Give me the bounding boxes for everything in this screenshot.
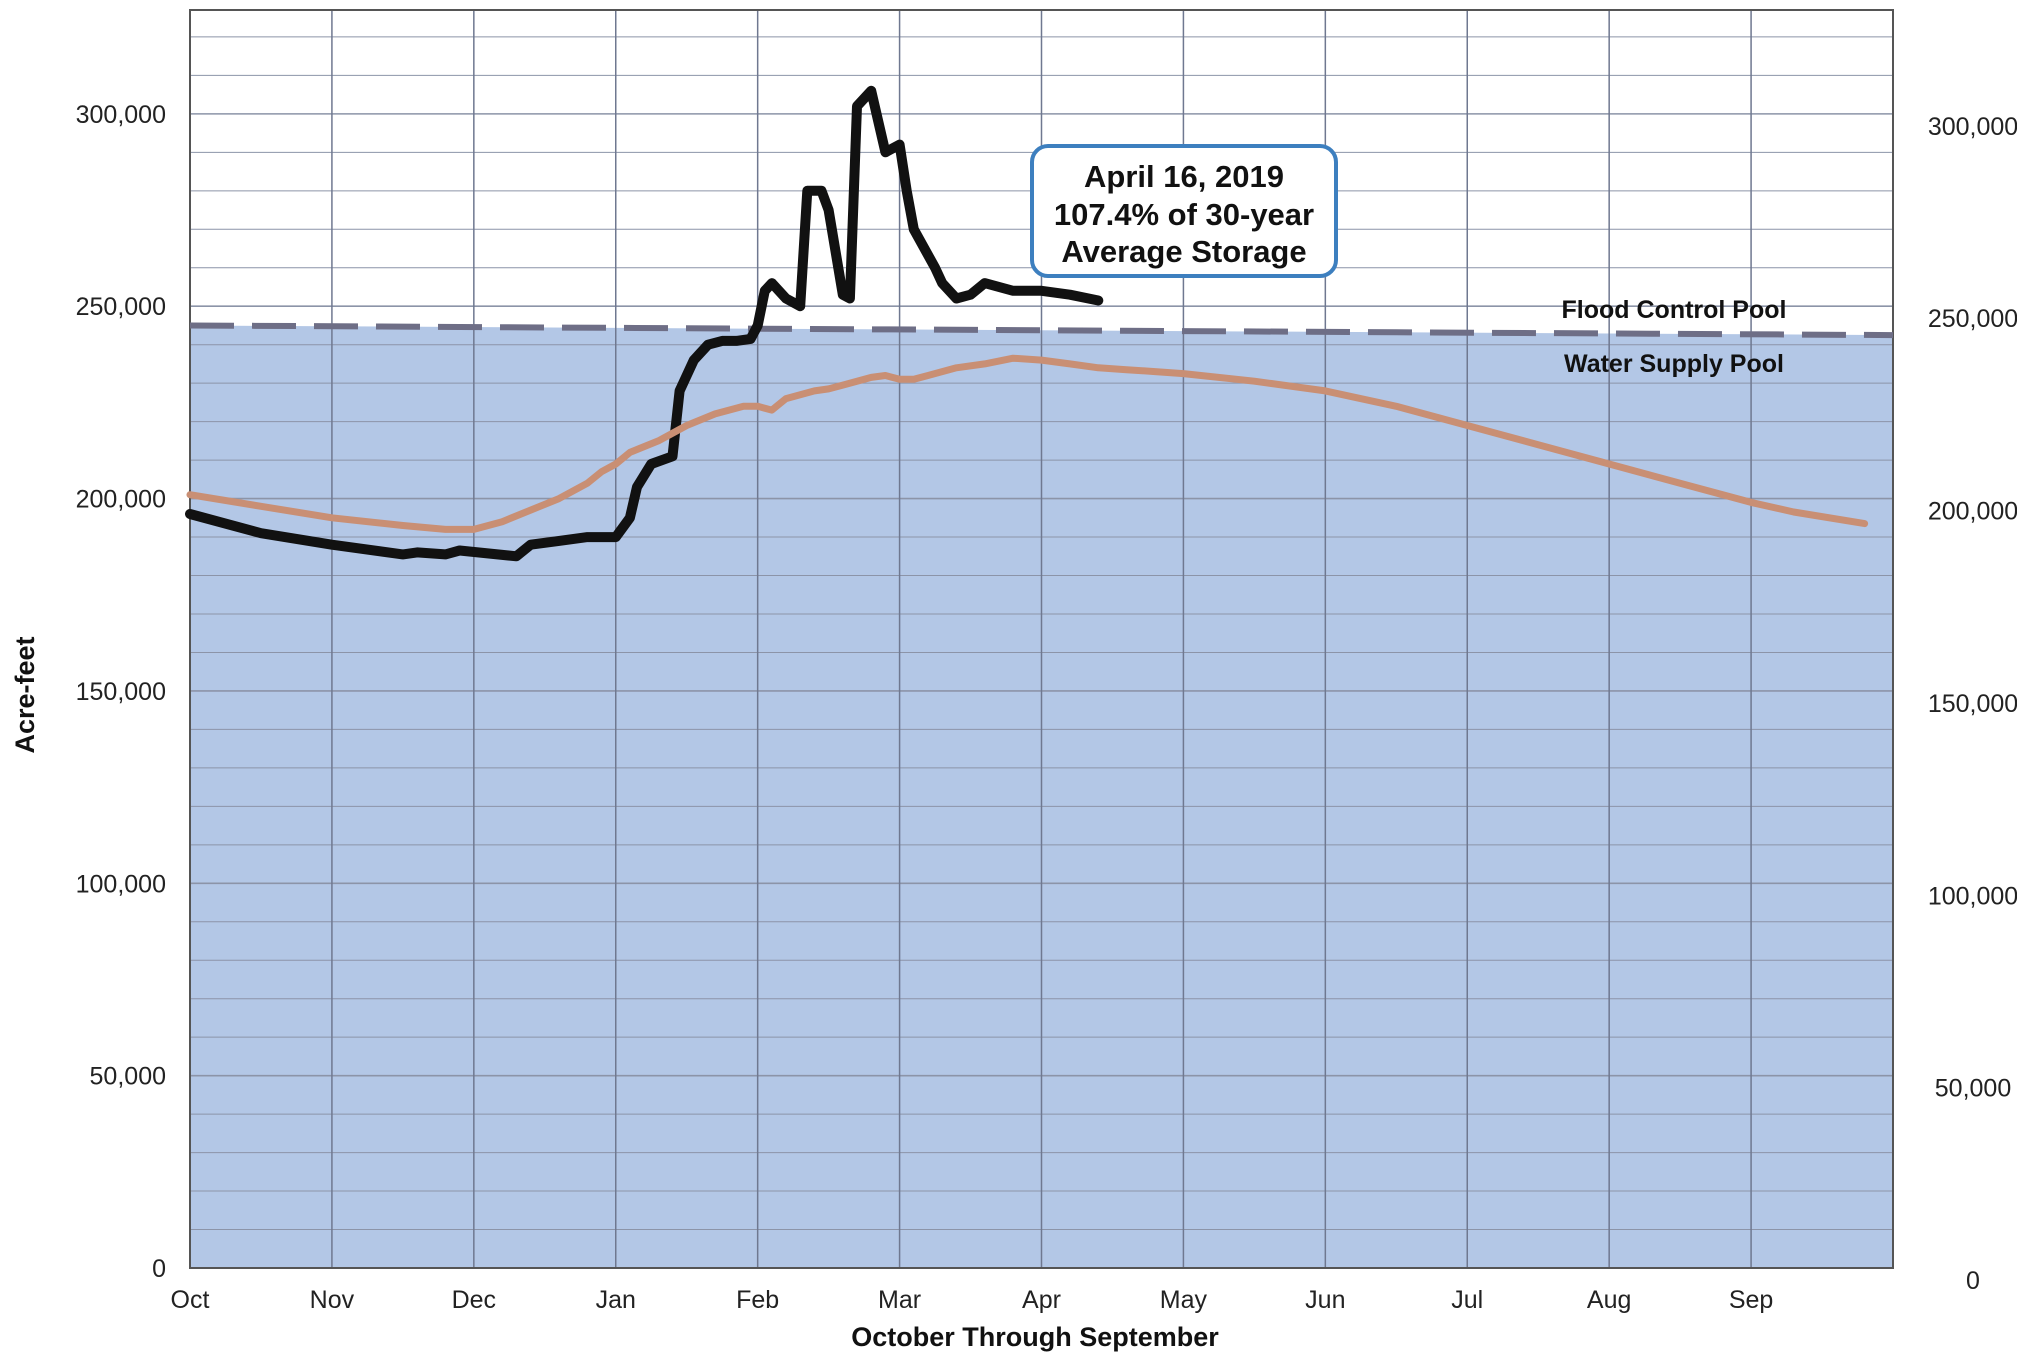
y-tick-label-right: 50,000	[1935, 1075, 2011, 1103]
y-tick-label-left: 0	[152, 1255, 166, 1283]
annotation-callout: April 16, 2019 107.4% of 30-year Average…	[1030, 144, 1338, 278]
x-tick-label: Mar	[878, 1286, 921, 1314]
x-tick-label: May	[1160, 1286, 1208, 1314]
x-tick-label: Oct	[171, 1286, 210, 1314]
x-tick-label: Nov	[310, 1286, 355, 1314]
y-tick-label-right: 0	[1966, 1267, 1980, 1295]
y-tick-label-left: 250,000	[76, 293, 166, 321]
annotation-line-date: April 16, 2019	[1084, 159, 1284, 194]
y-tick-label-left: 100,000	[76, 870, 166, 898]
y-axis-title: Acre-feet	[10, 636, 40, 753]
y-tick-label-right: 300,000	[1928, 113, 2017, 141]
x-tick-label: Jun	[1305, 1286, 1345, 1314]
current-storage-line	[185, 85, 1104, 562]
y-tick-label-left: 300,000	[76, 101, 166, 129]
x-tick-label: Sep	[1729, 1286, 1773, 1314]
plot-frame	[189, 9, 1894, 1269]
y-tick-label-left: 200,000	[76, 486, 166, 514]
x-tick-label: Jan	[596, 1286, 636, 1314]
water-supply-pool-label: Water Supply Pool	[1564, 350, 1784, 378]
x-tick-label: Feb	[736, 1286, 779, 1314]
y-tick-label-right: 100,000	[1928, 882, 2017, 910]
y-tick-label-right: 250,000	[1928, 305, 2017, 333]
x-tick-label: Aug	[1587, 1286, 1631, 1314]
y-tick-label-left: 150,000	[76, 678, 166, 706]
annotation-box	[1030, 144, 1338, 278]
y-tick-label-left: 50,000	[90, 1063, 166, 1091]
x-tick-label: Apr	[1022, 1286, 1061, 1314]
annotation-line-percent: 107.4% of 30-year	[1054, 197, 1314, 232]
annotation-line-caption: Average Storage	[1061, 234, 1306, 269]
x-axis-title: October Through September	[851, 1322, 1219, 1352]
flood-control-pool-line	[189, 322, 1894, 339]
x-tick-label: Dec	[452, 1286, 496, 1314]
x-tick-label: Jul	[1451, 1286, 1483, 1314]
flood-control-pool-label: Flood Control Pool	[1562, 296, 1787, 324]
average-storage-line	[186, 354, 1869, 533]
y-tick-label-right: 200,000	[1928, 498, 2017, 526]
y-tick-label-right: 150,000	[1928, 690, 2017, 718]
